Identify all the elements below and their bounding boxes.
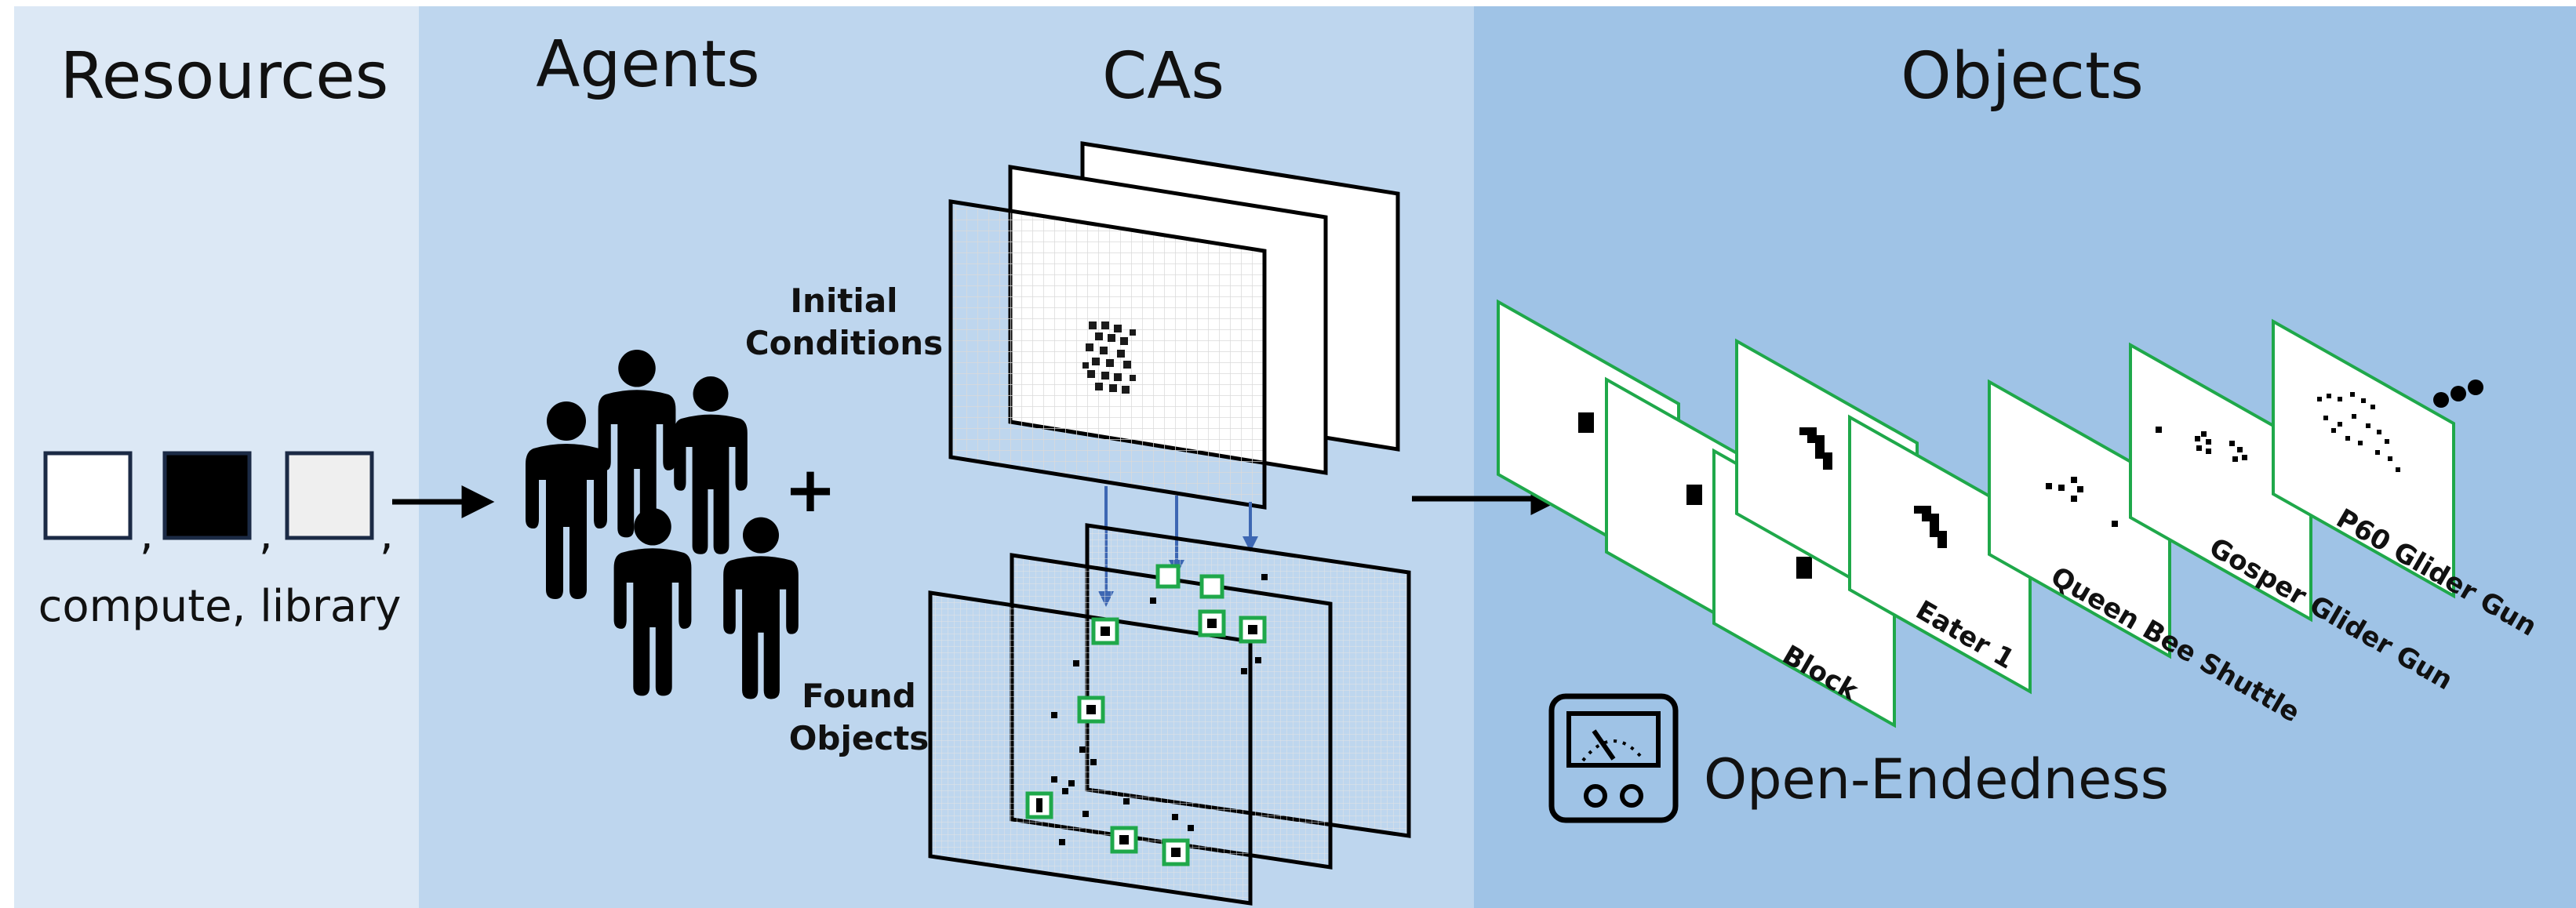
initial-conditions-label: Conditions	[745, 324, 943, 362]
objects-gallery	[1497, 299, 2483, 728]
ca-grid-panel	[948, 199, 1267, 510]
queen-bee-pattern	[2046, 477, 2118, 527]
objects-title: Objects	[1901, 39, 2144, 114]
found-object-markers	[1025, 564, 1268, 866]
resources-caption: compute, library	[38, 581, 402, 632]
object-panel-p60	[2272, 318, 2455, 599]
initial-conditions-stack	[948, 141, 1400, 510]
initial-conditions-label: Initial	[790, 281, 897, 320]
light-gray-square-icon	[285, 451, 374, 540]
object-panel-gosper	[2129, 342, 2312, 623]
agents-title: Agents	[536, 27, 759, 102]
white-square-icon	[43, 451, 133, 540]
block-pattern	[1686, 485, 1702, 505]
eater-pattern	[1799, 427, 1832, 470]
found-objects-label: Objects	[789, 719, 930, 757]
open-endedness-label: Open-Endedness	[1704, 747, 2169, 812]
found-objects-label: Found	[802, 677, 916, 715]
separator-comma: ,	[140, 509, 154, 560]
plus-icon: +	[784, 453, 836, 526]
resources-title: Resources	[60, 39, 389, 114]
block-pattern	[1578, 412, 1594, 433]
found-objects-stack	[928, 523, 1411, 906]
separator-comma: ,	[380, 509, 394, 560]
meter-icon	[1548, 693, 1679, 823]
cas-title: CAs	[1102, 39, 1224, 114]
random-noise-pattern	[1082, 321, 1136, 394]
object-panel-queen-bee	[1988, 379, 2171, 659]
p60-pattern	[2317, 392, 2400, 472]
black-square-icon	[162, 451, 252, 540]
separator-comma: ,	[259, 509, 273, 560]
ca-grid-panel	[930, 593, 1250, 903]
ellipsis-icon	[2433, 380, 2483, 408]
object-panel-eater	[1848, 414, 2032, 695]
block-pattern	[1796, 557, 1812, 579]
ca-grid-panel	[928, 590, 1253, 906]
eater-pattern	[1914, 506, 1947, 548]
